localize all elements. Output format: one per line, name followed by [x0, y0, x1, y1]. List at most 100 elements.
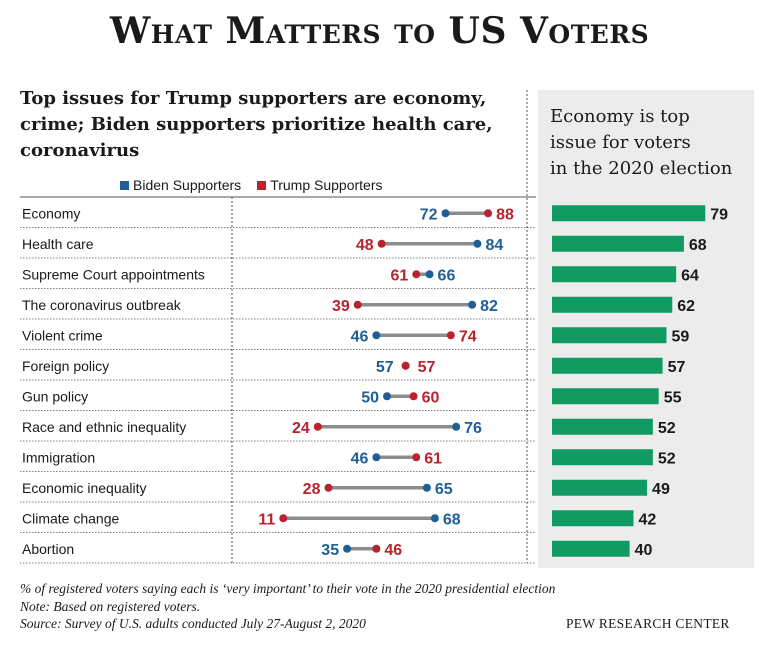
- value-label-biden: 46: [351, 328, 369, 345]
- bar-value-label: 55: [664, 389, 682, 406]
- dot-biden: [430, 514, 439, 523]
- legend-label-trump: Trump Supporters: [270, 177, 383, 193]
- bar-panel-title: Economy is top issue for voters in the 2…: [550, 104, 750, 182]
- dot-trump: [372, 544, 381, 553]
- category-label: Climate change: [22, 510, 119, 526]
- dot-biden: [452, 422, 461, 431]
- category-label: Violent crime: [22, 327, 103, 343]
- dot-trump: [409, 392, 418, 401]
- dot-trump: [412, 270, 421, 279]
- value-label-trump: 24: [292, 420, 310, 437]
- dot-trump: [353, 300, 362, 309]
- bar-value-label: 52: [658, 450, 676, 467]
- value-label-biden: 65: [435, 481, 453, 498]
- bar: [552, 479, 648, 496]
- category-label: Immigration: [22, 449, 95, 465]
- value-label-trump: 74: [459, 328, 477, 345]
- bar: [552, 510, 634, 527]
- footer-notes: % of registered voters saying each is ‘v…: [20, 580, 740, 616]
- footer-credit: PEW RESEARCH CENTER: [566, 616, 730, 631]
- footer-note: Note: Based on registered voters.: [20, 599, 201, 614]
- bar-value-label: 68: [689, 237, 707, 254]
- value-label-biden: 46: [351, 450, 369, 467]
- category-label: Economic inequality: [22, 480, 147, 496]
- dot-biden: [473, 239, 482, 248]
- dot-biden: [343, 544, 352, 553]
- bar: [552, 418, 653, 435]
- dot-trump: [313, 422, 322, 431]
- bar-value-label: 40: [635, 542, 653, 559]
- value-label-biden: 76: [464, 420, 482, 437]
- bar-value-label: 52: [658, 420, 676, 437]
- value-label-trump: 88: [496, 206, 514, 223]
- category-label: Supreme Court appointments: [22, 266, 205, 282]
- category-label: The coronavirus outbreak: [22, 297, 182, 313]
- page-title: What Matters to US Voters: [109, 10, 650, 52]
- category-label: Health care: [22, 236, 94, 252]
- value-label-biden: 50: [361, 389, 379, 406]
- legend: Biden Supporters Trump Supporters: [120, 175, 399, 195]
- value-label-biden: 35: [321, 542, 339, 559]
- legend-swatch-trump: [257, 180, 267, 190]
- value-label-trump: 46: [384, 542, 402, 559]
- bar: [552, 266, 677, 283]
- dot-biden: [425, 270, 434, 279]
- category-label: Race and ethnic inequality: [22, 419, 186, 435]
- value-label-trump: 39: [332, 298, 350, 315]
- bar: [552, 357, 663, 374]
- subtitle: Top issues for Trump supporters are econ…: [20, 86, 520, 164]
- dot-biden: [422, 483, 431, 492]
- bar: [552, 205, 706, 222]
- value-label-trump: 61: [390, 267, 408, 284]
- dot-biden: [468, 300, 477, 309]
- value-label-biden: 84: [485, 237, 503, 254]
- value-label-biden: 72: [420, 206, 438, 223]
- dot-trump: [324, 483, 333, 492]
- dot-trump: [484, 209, 493, 218]
- dot-trump: [279, 514, 288, 523]
- bar-value-label: 59: [671, 328, 689, 345]
- legend-label-biden: Biden Supporters: [133, 177, 242, 193]
- category-label: Gun policy: [22, 388, 88, 404]
- bar-value-label: 49: [652, 481, 670, 498]
- value-label-trump: 11: [258, 511, 275, 528]
- bar: [552, 327, 667, 344]
- dot-biden: [383, 392, 391, 401]
- panel-title-line: issue for voters: [550, 132, 691, 153]
- value-label-trump: 28: [303, 481, 321, 498]
- bar: [552, 296, 673, 313]
- dot-trump: [412, 453, 421, 462]
- subtitle-line: coronavirus: [20, 140, 140, 161]
- subtitle-line: Top issues for Trump supporters are econ…: [20, 88, 487, 109]
- subtitle-line: crime; Biden supporters prioritize healt…: [20, 114, 493, 135]
- legend-swatch-biden: [120, 180, 129, 190]
- dot-biden: [441, 209, 450, 218]
- bar-value-label: 79: [710, 206, 728, 223]
- value-label-trump: 48: [356, 237, 374, 254]
- dot-biden: [372, 453, 381, 462]
- footer-note: % of registered voters saying each is ‘v…: [20, 581, 556, 596]
- bar-value-label: 62: [677, 298, 695, 315]
- value-label-trump: 57: [418, 359, 436, 376]
- category-label: Abortion: [22, 541, 74, 557]
- value-label-biden: 82: [480, 298, 498, 315]
- bar-value-label: 42: [638, 511, 656, 528]
- panel-title-line: in the 2020 election: [550, 158, 733, 179]
- bar-value-label: 57: [668, 359, 686, 376]
- value-label-biden: 66: [438, 267, 456, 284]
- bar: [552, 449, 653, 466]
- dot-trump: [377, 239, 386, 248]
- footer-source: Source: Survey of U.S. adults conducted …: [20, 616, 366, 631]
- value-label-trump: 60: [422, 389, 440, 406]
- dot-biden: [372, 331, 381, 340]
- dot-trump: [446, 331, 455, 340]
- bar: [552, 235, 684, 252]
- bar: [552, 388, 659, 405]
- value-label-trump: 61: [424, 450, 442, 467]
- value-label-biden: 57: [376, 359, 394, 376]
- category-label: Economy: [22, 205, 80, 221]
- bar: [552, 540, 630, 557]
- value-label-biden: 68: [443, 511, 461, 528]
